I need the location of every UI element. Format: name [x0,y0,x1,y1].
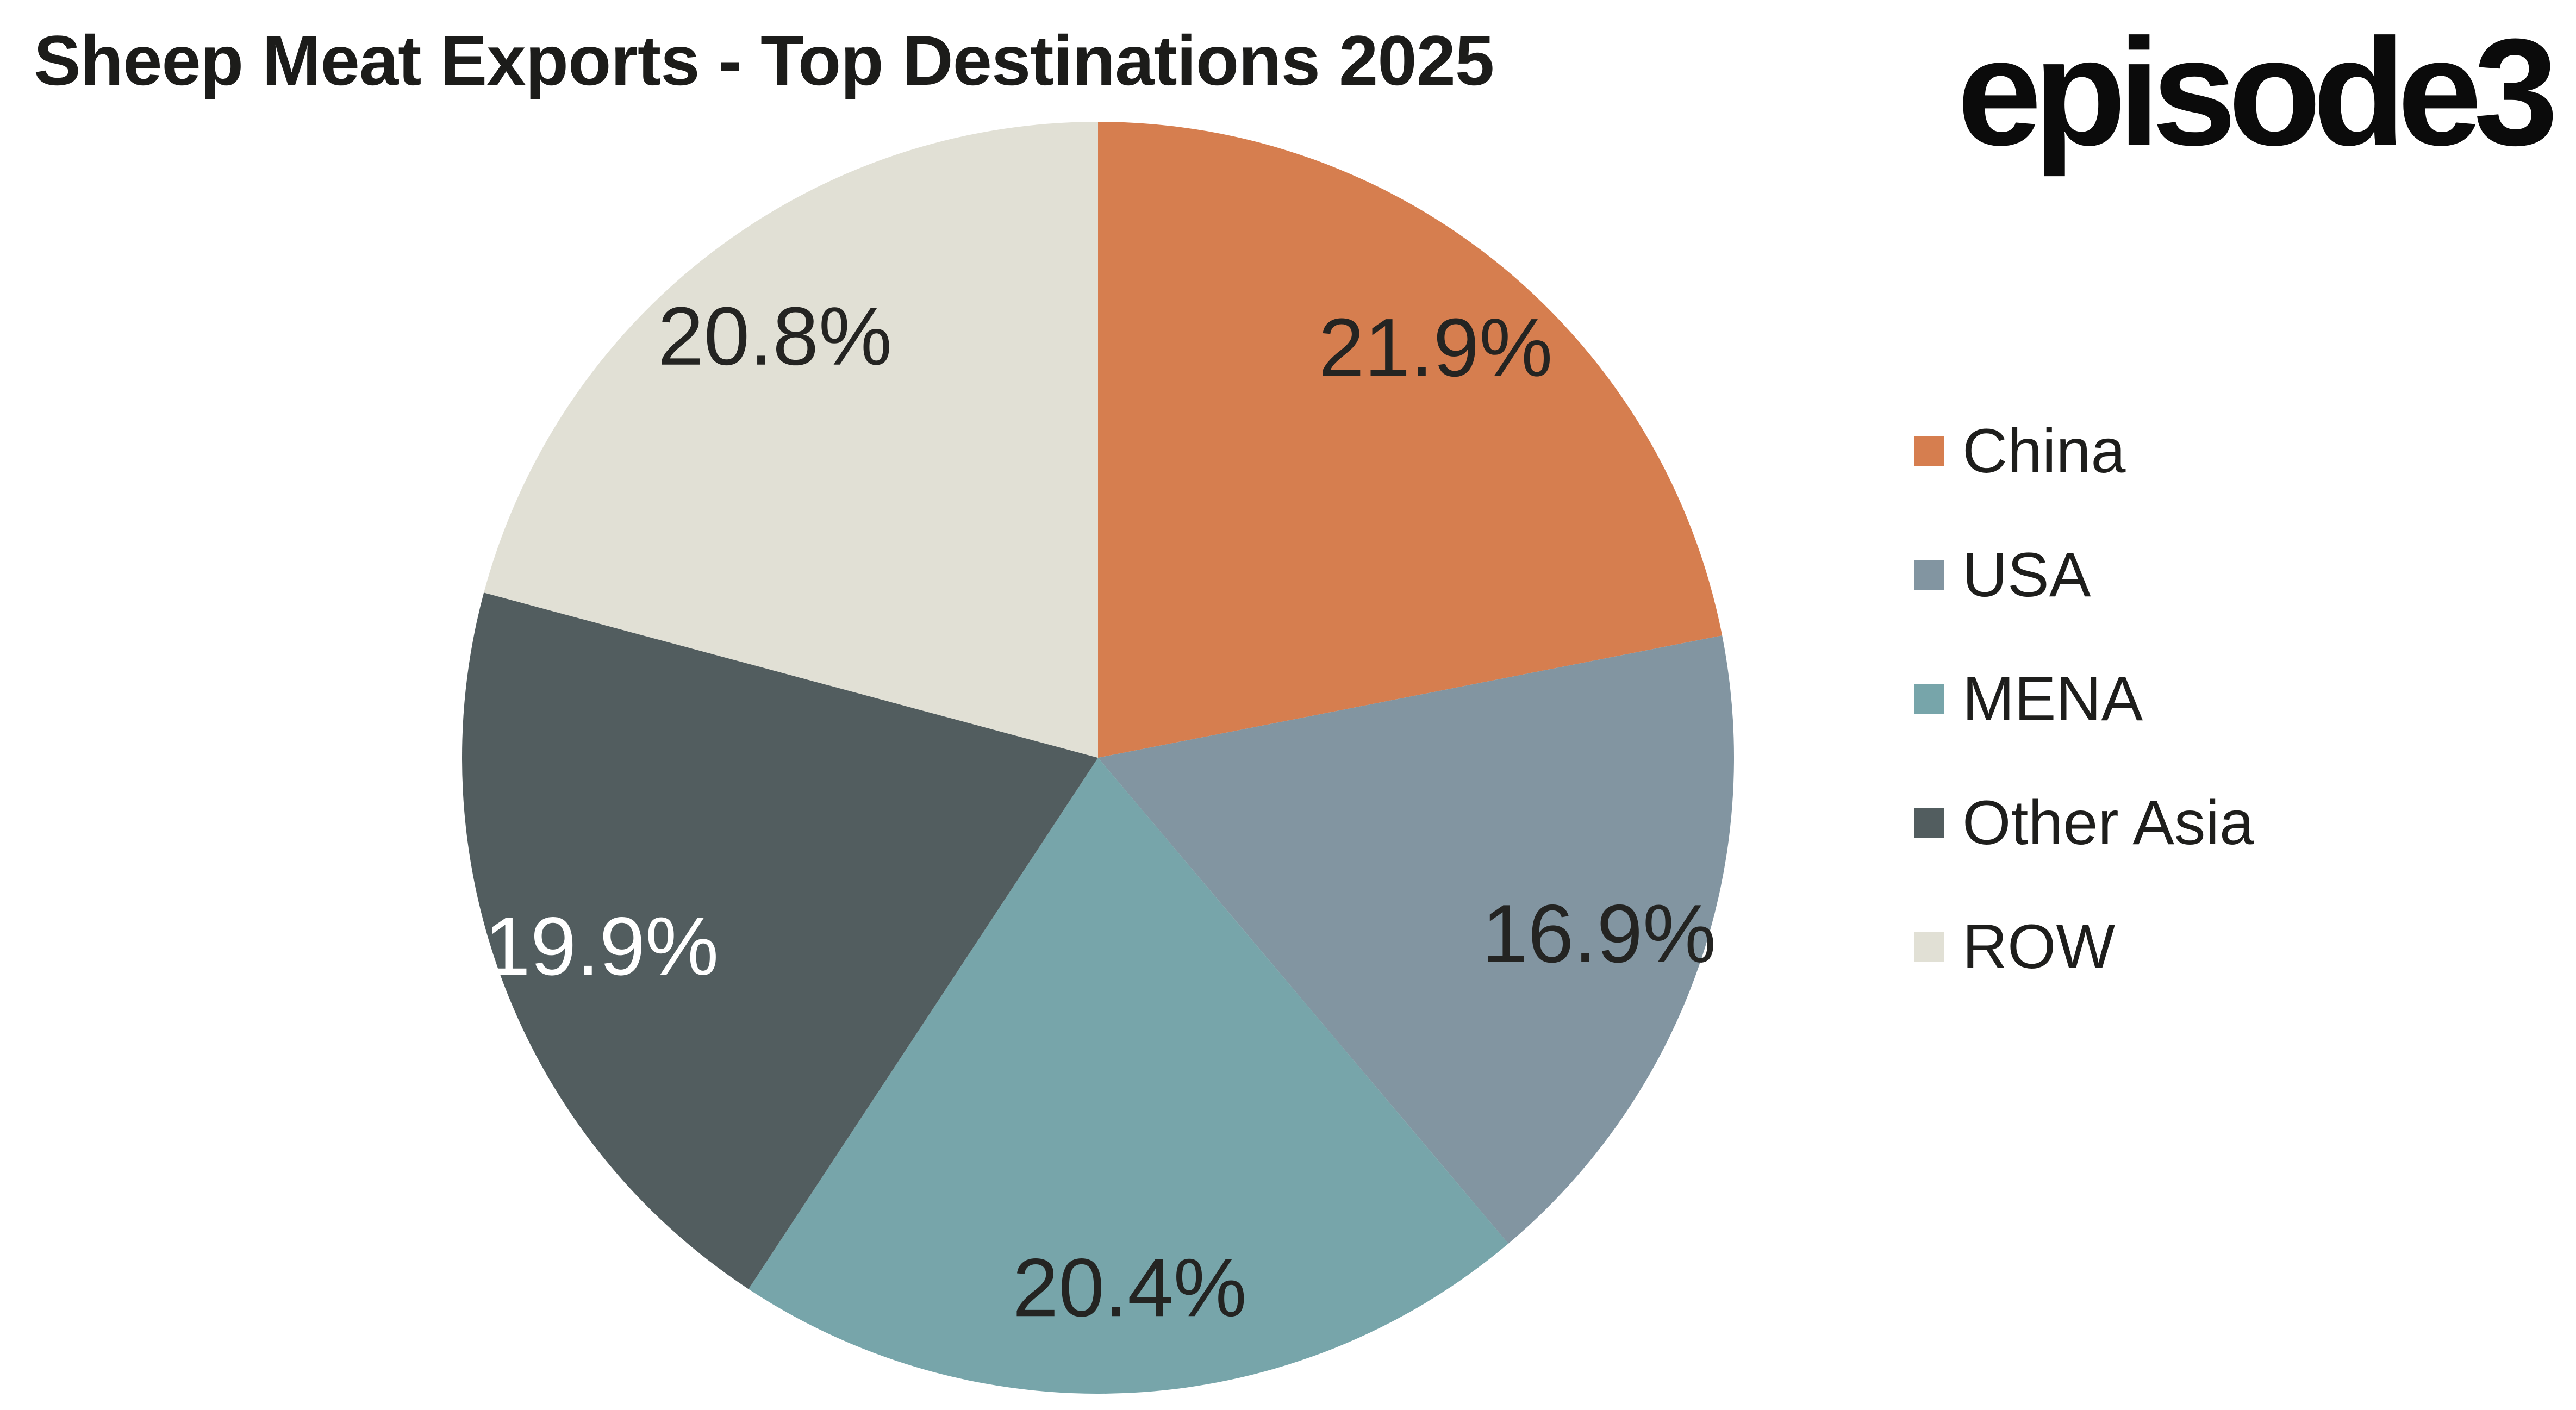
legend-item-usa: USA [1914,534,2254,616]
pie-label-mena: 20.4% [1013,1241,1247,1334]
pie-label-usa: 16.9% [1482,888,1716,980]
legend-item-row: ROW [1914,906,2254,988]
legend-swatch-china [1914,436,1944,466]
pie-slice-other-asia [462,592,1098,1289]
legend-label-other-asia: Other Asia [1962,788,2254,858]
pie-chart: 21.9% 16.9% 20.4% 19.9% 20.8% [462,122,1734,1394]
legend-item-other-asia: Other Asia [1914,782,2254,864]
pie-label-row: 20.8% [658,290,892,383]
legend-swatch-usa [1914,560,1944,590]
pie-label-china: 21.9% [1318,302,1552,394]
legend-label-mena: MENA [1962,664,2143,734]
pie-slice-row [484,122,1098,758]
page-title: Sheep Meat Exports - Top Destinations 20… [34,21,1494,100]
legend-label-china: China [1962,416,2126,486]
pie-label-other-asia: 19.9% [484,900,719,993]
pie-slice-usa [1098,635,1734,1244]
legend-item-china: China [1914,410,2254,492]
legend-swatch-other-asia [1914,808,1944,838]
legend: China USA MENA Other Asia ROW [1914,410,2254,988]
pie-slice-china [1098,122,1723,758]
legend-label-row: ROW [1962,912,2116,982]
pie-slice-mena [749,758,1508,1394]
legend-item-mena: MENA [1914,658,2254,740]
legend-swatch-row [1914,932,1944,962]
legend-swatch-mena [1914,684,1944,714]
brand-logo: episode3 [1957,8,2558,177]
legend-label-usa: USA [1962,540,2091,610]
